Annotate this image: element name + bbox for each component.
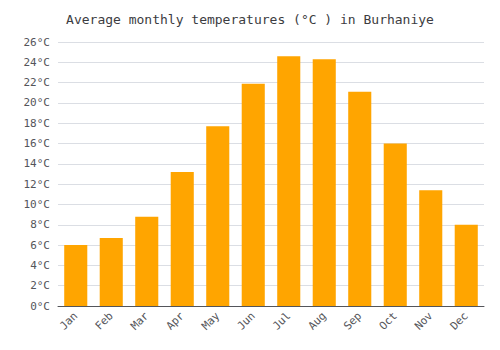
svg-text:Average monthly temperatures (: Average monthly temperatures (°C ) in Bu… [66, 12, 434, 27]
svg-text:26°C: 26°C [24, 36, 51, 49]
svg-text:Jul: Jul [270, 309, 293, 332]
svg-text:Dec: Dec [448, 309, 471, 332]
svg-text:0°C: 0°C [30, 300, 50, 313]
svg-text:Aug: Aug [306, 309, 329, 332]
svg-text:Nov: Nov [412, 309, 435, 332]
svg-text:18°C: 18°C [24, 117, 51, 130]
svg-text:14°C: 14°C [24, 157, 51, 170]
svg-text:Feb: Feb [93, 309, 116, 332]
svg-text:May: May [199, 309, 222, 332]
svg-text:24°C: 24°C [24, 56, 51, 69]
svg-text:12°C: 12°C [24, 178, 51, 191]
svg-text:Mar: Mar [128, 309, 151, 332]
svg-text:8°C: 8°C [30, 218, 50, 231]
svg-text:Apr: Apr [164, 309, 187, 332]
svg-text:10°C: 10°C [24, 198, 51, 211]
svg-text:Oct: Oct [377, 309, 400, 332]
svg-text:Jun: Jun [235, 309, 258, 332]
svg-text:4°C: 4°C [30, 259, 50, 272]
svg-text:2°C: 2°C [30, 279, 50, 292]
svg-text:6°C: 6°C [30, 239, 50, 252]
svg-text:Jan: Jan [57, 309, 80, 332]
svg-text:16°C: 16°C [24, 137, 51, 150]
svg-text:20°C: 20°C [24, 96, 51, 109]
svg-text:22°C: 22°C [24, 76, 51, 89]
svg-text:Sep: Sep [341, 309, 364, 332]
